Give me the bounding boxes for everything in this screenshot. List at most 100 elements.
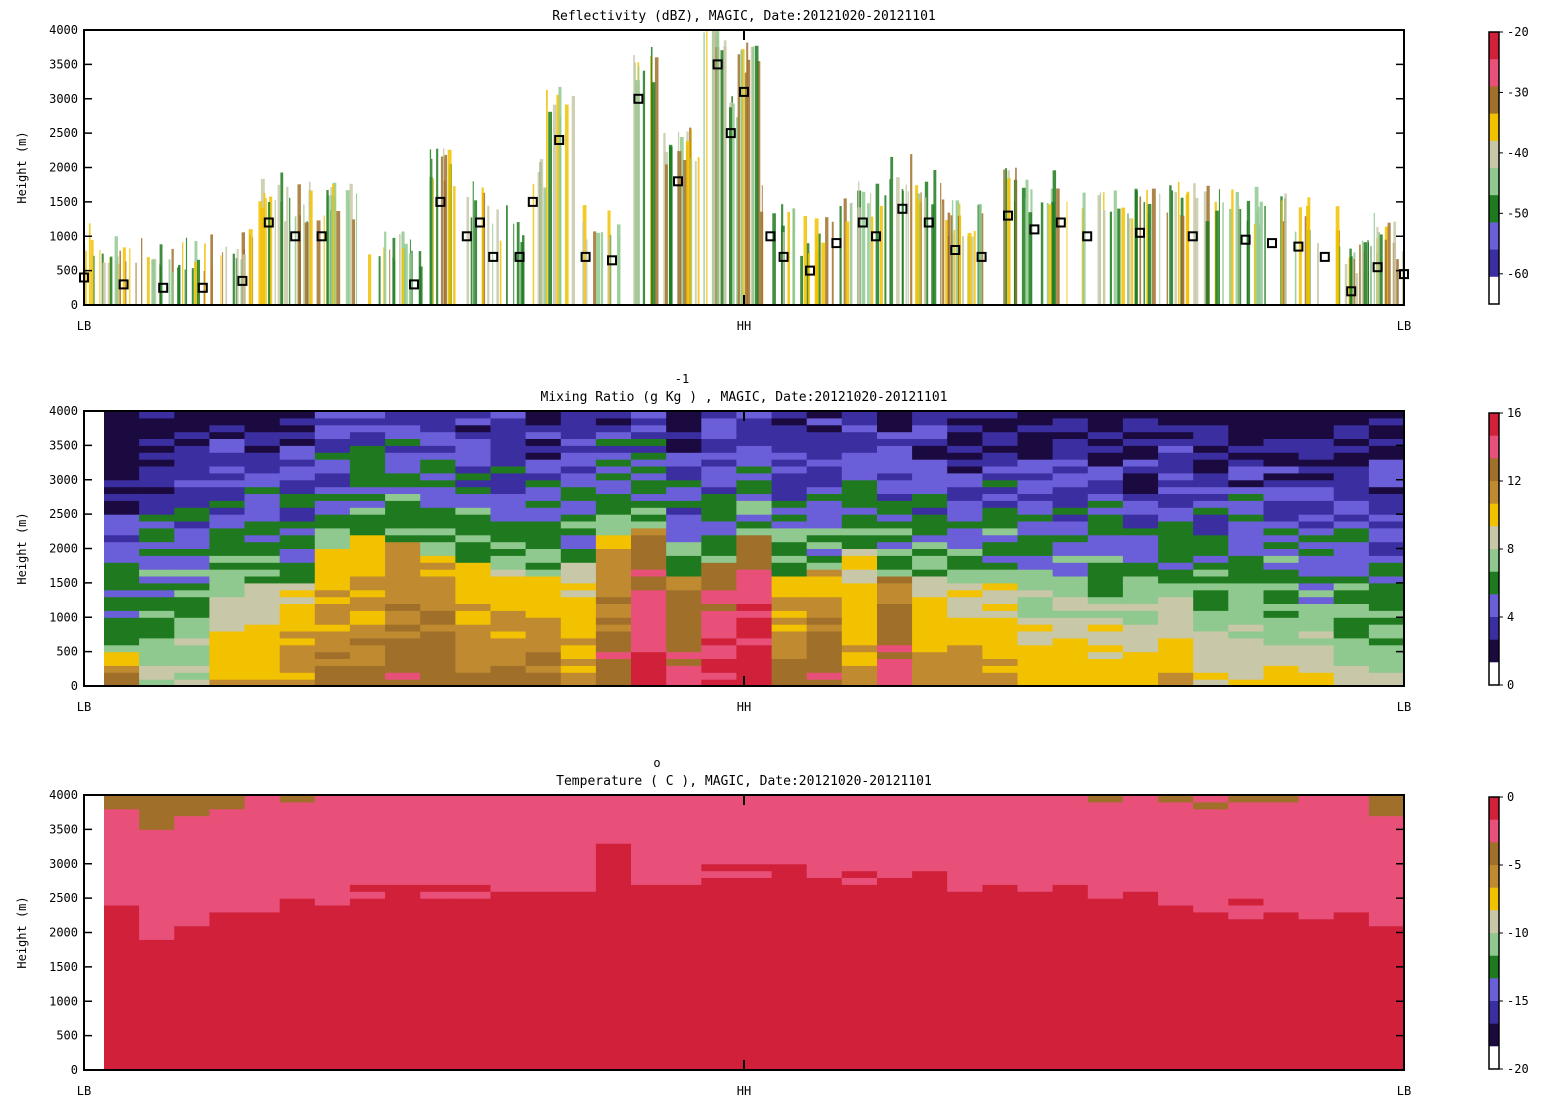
temperature-cell [1228, 905, 1264, 913]
mixing-ratio-cell [455, 548, 491, 556]
mixing-ratio-cell [490, 617, 527, 625]
temperature-cell [139, 953, 175, 961]
colorbar-swatch [1489, 68, 1499, 74]
temperature-cell [666, 856, 702, 865]
mixing-ratio-cell [104, 672, 140, 680]
mixing-ratio-cell [490, 576, 527, 584]
mixing-ratio-cell [1333, 644, 1370, 653]
mixing-ratio-cell [736, 569, 772, 577]
mixing-ratio-cell [455, 665, 491, 673]
mixing-ratio-cell [666, 479, 702, 488]
mixing-ratio-cell [912, 679, 948, 687]
mixing-ratio-cell [1193, 452, 1229, 460]
mixing-ratio-cell [174, 651, 210, 659]
mixing-ratio-cell [385, 637, 421, 646]
mixing-ratio-cell [982, 479, 1018, 488]
mixing-ratio-cell [1368, 672, 1405, 680]
mixing-ratio-cell [490, 651, 527, 659]
mixing-ratio-cell [595, 534, 632, 543]
mixing-ratio-cell [1122, 527, 1159, 536]
mixing-ratio-cell [666, 617, 702, 625]
mixing-ratio-cell [420, 603, 456, 611]
temperature-cell [104, 836, 140, 844]
temperature-cell [806, 905, 843, 913]
reflectivity-stripe [607, 210, 611, 305]
reflectivity-stripe [752, 46, 755, 305]
mixing-ratio-cell [139, 603, 175, 611]
mixing-ratio-cell [771, 610, 808, 618]
y-tick-label: 3000 [49, 473, 78, 487]
mixing-ratio-cell [1017, 424, 1054, 433]
chart-title: Temperature ( C ), MAGIC, Date:20121020-… [556, 774, 932, 789]
reflectivity-stripe [849, 203, 852, 305]
temperature-cell [420, 801, 456, 810]
temperature-cell [209, 918, 245, 927]
temperature-cell [349, 829, 386, 837]
mixing-ratio-cell [666, 624, 702, 632]
temperature-cell [595, 877, 632, 885]
temperature-cell [1333, 911, 1370, 920]
temperature-cell [982, 953, 1018, 961]
temperature-cell [736, 850, 772, 858]
temperature-cell [244, 891, 281, 899]
mixing-ratio-cell [982, 438, 1018, 446]
mixing-ratio-cell [1158, 507, 1194, 515]
temperature-cell [1228, 960, 1264, 968]
mixing-ratio-cell [1333, 569, 1370, 577]
mixing-ratio-cell [525, 679, 562, 687]
temperature-cell [1263, 918, 1300, 927]
temperature-cell [1122, 973, 1159, 982]
mixing-ratio-cell [1298, 438, 1335, 446]
mixing-ratio-cell [1122, 472, 1159, 481]
temperature-cell [1087, 884, 1124, 892]
mixing-ratio-cell [736, 514, 772, 522]
mixing-ratio-cell [174, 424, 210, 433]
temperature-cell [595, 850, 632, 858]
mixing-ratio-cell [1193, 438, 1229, 446]
temperature-cell [1158, 987, 1194, 995]
colorbar-swatch [1489, 231, 1499, 237]
mixing-ratio-cell [1298, 466, 1335, 474]
mixing-ratio-cell [701, 527, 737, 536]
temperature-cell [631, 863, 667, 872]
mixing-ratio-cell [666, 582, 702, 591]
mixing-ratio-cell [490, 466, 527, 474]
mixing-ratio-cell [1263, 658, 1300, 666]
temperature-cell [1052, 946, 1089, 954]
mixing-ratio-cell [104, 631, 140, 639]
mixing-ratio-cell [420, 472, 456, 481]
mixing-ratio-cell [314, 527, 351, 536]
mixing-ratio-cell [244, 459, 281, 467]
mixing-ratio-cell [560, 452, 597, 460]
temperature-cell [1333, 822, 1370, 830]
temperature-cell [349, 980, 386, 988]
mixing-ratio-cell [666, 644, 702, 653]
mixing-ratio-cell [1298, 417, 1335, 426]
reflectivity-stripe [744, 72, 747, 305]
mixing-ratio-cell [806, 514, 843, 522]
mixing-ratio-cell [1228, 617, 1264, 625]
mixing-ratio-cell [1228, 438, 1264, 446]
mixing-ratio-cell [314, 569, 351, 577]
temperature-cell [314, 1063, 351, 1071]
colorbar-swatch [1489, 987, 1499, 993]
mixing-ratio-cell [1122, 610, 1159, 618]
temperature-cell [420, 911, 456, 920]
mixing-ratio-cell [1298, 534, 1335, 543]
temperature-cell [244, 1021, 281, 1030]
mixing-ratio-cell [139, 672, 175, 680]
temperature-cell [1158, 911, 1194, 920]
mixing-ratio-cell [701, 493, 737, 501]
cloud-base-marker [1293, 241, 1304, 252]
colorbar: -20-30-40-50-60 [1488, 25, 1529, 305]
colorbar-swatch [1489, 172, 1499, 178]
temperature-cell [736, 1021, 772, 1030]
mixing-ratio-cell [560, 445, 597, 453]
mixing-ratio-cell [1017, 624, 1054, 632]
temperature-cell [420, 836, 456, 844]
reflectivity-stripe [399, 234, 401, 305]
mixing-ratio-cell [1298, 651, 1335, 659]
temperature-cell [877, 980, 913, 988]
colorbar-swatch [1489, 72, 1499, 78]
